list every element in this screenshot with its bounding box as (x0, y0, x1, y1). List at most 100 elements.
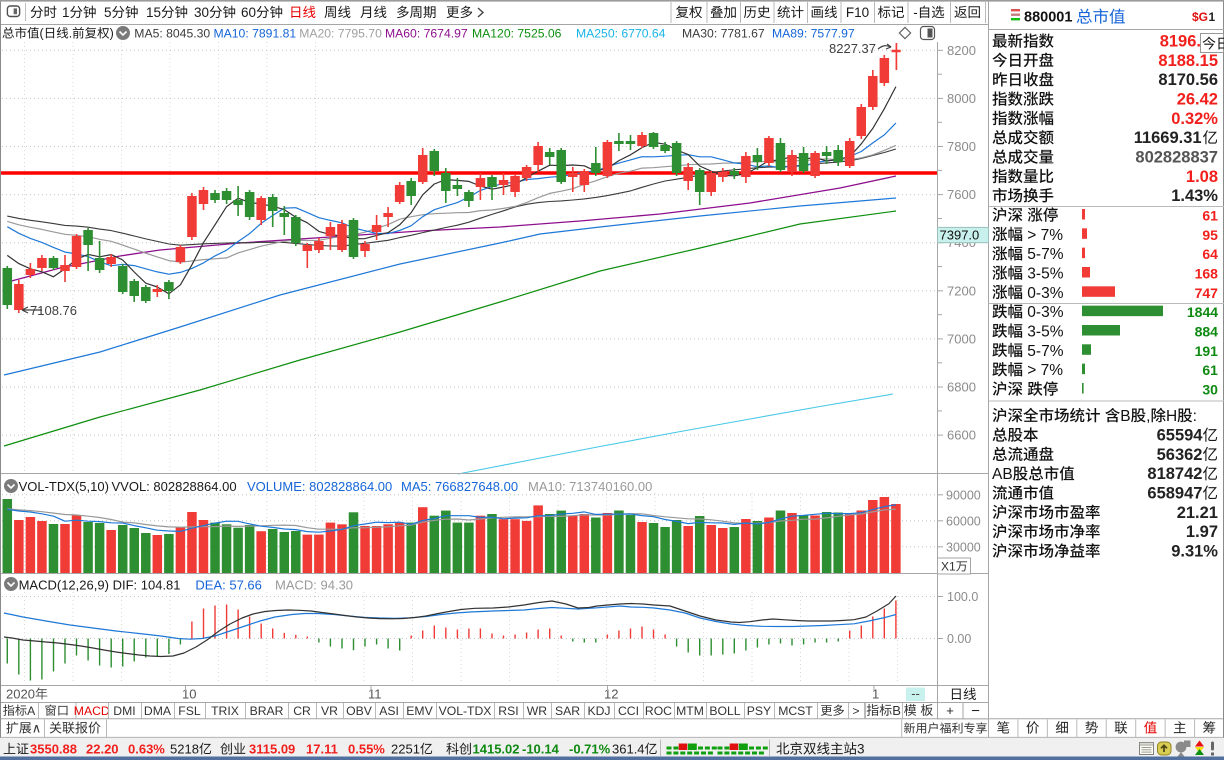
svg-text:MA5: 8045.30: MA5: 8045.30 (134, 27, 210, 41)
svg-text:361.4: 361.4 (612, 742, 645, 757)
svg-text:A: A (27, 704, 36, 718)
svg-text:−: − (971, 702, 980, 719)
svg-text:7108.76: 7108.76 (30, 303, 77, 318)
svg-text:> 7%: > 7% (1027, 227, 1063, 244)
svg-text:MA120: 7525.06: MA120: 7525.06 (472, 27, 562, 41)
svg-text:1.08: 1.08 (1186, 168, 1218, 186)
svg-text:MA20: 7795.70: MA20: 7795.70 (299, 27, 382, 41)
svg-text:,: , (1146, 408, 1150, 425)
svg-text:DIF: 104.81: DIF: 104.81 (113, 578, 181, 593)
svg-text:B: B (892, 703, 901, 718)
svg-text:60000: 60000 (946, 514, 981, 528)
svg-text:8227.37: 8227.37 (829, 41, 876, 56)
svg-text:65594: 65594 (1157, 427, 1204, 445)
svg-text:CR: CR (293, 704, 311, 718)
svg-text:0.32%: 0.32% (1171, 110, 1218, 128)
svg-text:VOL-TDX(5,10): VOL-TDX(5,10) (19, 479, 109, 494)
svg-text:0.55%: 0.55% (348, 742, 385, 757)
svg-text:747: 747 (1195, 285, 1219, 301)
svg-text:SAR: SAR (555, 704, 580, 718)
svg-text:F10: F10 (846, 5, 869, 20)
svg-text:168: 168 (1195, 266, 1219, 282)
svg-text:8196.: 8196. (1160, 33, 1201, 51)
svg-text:658947: 658947 (1147, 485, 1202, 503)
svg-text:3: 3 (857, 742, 865, 757)
svg-text:1: 1 (1209, 10, 1216, 24)
svg-text:ROC: ROC (645, 704, 672, 718)
svg-text:100.0: 100.0 (947, 590, 978, 604)
svg-text:H: H (1166, 408, 1177, 425)
svg-text:7800: 7800 (947, 139, 976, 154)
svg-text:-10.14: -10.14 (522, 742, 560, 757)
svg-text:-0.71%: -0.71% (569, 742, 611, 757)
svg-text:884: 884 (1195, 324, 1219, 340)
svg-text:802828837: 802828837 (1135, 149, 1218, 167)
svg-text:MA250: 6770.64: MA250: 6770.64 (576, 27, 666, 41)
svg-text:PSY: PSY (747, 704, 771, 718)
svg-text:VOL-TDX: VOL-TDX (439, 704, 492, 718)
svg-text:MA30: 7781.67: MA30: 7781.67 (682, 27, 765, 41)
svg-text:22.20: 22.20 (86, 742, 119, 757)
svg-text:1.97: 1.97 (1186, 523, 1218, 541)
svg-text:MACD(12,26,9): MACD(12,26,9) (19, 578, 109, 593)
svg-text:8000: 8000 (947, 91, 976, 106)
svg-text:AB: AB (992, 466, 1013, 483)
svg-text:5-7%: 5-7% (1027, 343, 1063, 360)
svg-text:5: 5 (104, 5, 112, 20)
svg-text:5218: 5218 (170, 742, 199, 757)
svg-text:95: 95 (1202, 227, 1218, 243)
svg-text:MA5: 766827648.00: MA5: 766827648.00 (401, 479, 518, 494)
svg-text:7000: 7000 (947, 331, 976, 346)
svg-text:17.11: 17.11 (306, 742, 338, 757)
svg-text:6800: 6800 (947, 380, 976, 395)
svg-text:EMV: EMV (406, 704, 433, 718)
svg-text:15: 15 (146, 5, 161, 20)
svg-text:DEA: 57.66: DEA: 57.66 (195, 578, 262, 593)
svg-text:11669.31: 11669.31 (1134, 129, 1202, 147)
svg-text:VOLUME: 802828864.00: VOLUME: 802828864.00 (247, 479, 392, 494)
svg-text:1.43%: 1.43% (1171, 187, 1218, 205)
svg-text:$G: $G (1192, 10, 1208, 24)
svg-text:90000: 90000 (946, 488, 981, 502)
svg-text:0.63%: 0.63% (128, 742, 165, 757)
svg-text:OBV: OBV (346, 704, 373, 718)
svg-text:3-5%: 3-5% (1027, 324, 1063, 341)
svg-text:MA89: 7577.97: MA89: 7577.97 (772, 27, 855, 41)
svg-text:KDJ: KDJ (588, 704, 611, 718)
svg-text:7600: 7600 (947, 187, 976, 202)
svg-text:-: - (913, 5, 918, 20)
svg-text:3-5%: 3-5% (1027, 266, 1063, 283)
svg-text:0-3%: 0-3% (1027, 285, 1063, 302)
svg-text:MA10: 7891.81: MA10: 7891.81 (214, 27, 297, 41)
svg-text:7200: 7200 (947, 283, 976, 298)
svg-text:30: 30 (194, 5, 209, 20)
svg-text:ASI: ASI (379, 704, 399, 718)
svg-text:VVOL: 802828864.00: VVOL: 802828864.00 (112, 479, 237, 494)
svg-text::: : (1193, 408, 1197, 425)
svg-text:61: 61 (1202, 208, 1218, 224)
svg-text:TRIX: TRIX (211, 704, 239, 718)
svg-text:60: 60 (241, 5, 256, 20)
svg-text:5-7%: 5-7% (1027, 246, 1063, 263)
svg-text:26.42: 26.42 (1177, 91, 1218, 109)
svg-text:56362: 56362 (1157, 446, 1203, 464)
svg-text:10: 10 (182, 687, 196, 702)
svg-text:.: . (69, 27, 72, 41)
svg-text:MACD: MACD (74, 704, 110, 718)
svg-text:MA60: 7674.97: MA60: 7674.97 (385, 27, 468, 41)
svg-text:VR: VR (321, 704, 338, 718)
svg-text:8188.15: 8188.15 (1158, 52, 1218, 70)
svg-text:1: 1 (872, 687, 879, 702)
svg-text:+: + (946, 703, 954, 718)
svg-text:3115.09: 3115.09 (249, 742, 295, 757)
svg-text:6600: 6600 (947, 428, 976, 443)
svg-text:11: 11 (368, 687, 382, 702)
svg-text:2020: 2020 (6, 687, 35, 702)
svg-text:BRAR: BRAR (250, 704, 284, 718)
svg-text:--: -- (911, 686, 920, 701)
svg-text:1: 1 (62, 5, 70, 20)
svg-text:CCI: CCI (618, 704, 639, 718)
svg-text:0-3%: 0-3% (1027, 304, 1063, 321)
svg-text:MA10: 713740160.00: MA10: 713740160.00 (528, 479, 652, 494)
svg-text:RSI: RSI (498, 704, 518, 718)
